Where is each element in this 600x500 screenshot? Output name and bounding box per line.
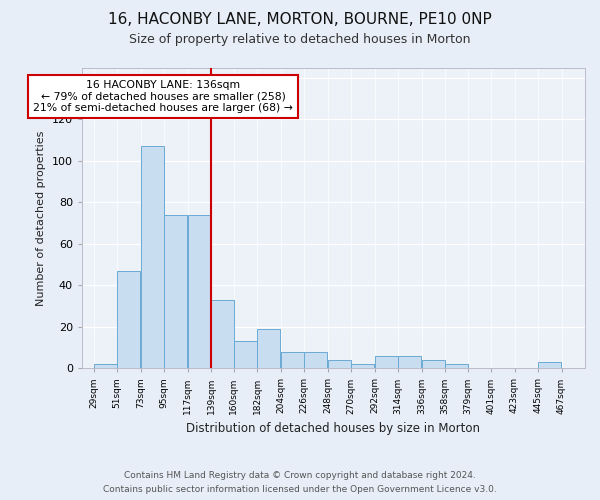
Bar bbox=[398, 356, 421, 368]
Bar bbox=[281, 352, 304, 368]
Text: 16, HACONBY LANE, MORTON, BOURNE, PE10 0NP: 16, HACONBY LANE, MORTON, BOURNE, PE10 0… bbox=[108, 12, 492, 28]
Bar bbox=[164, 215, 187, 368]
Y-axis label: Number of detached properties: Number of detached properties bbox=[36, 130, 46, 306]
Bar bbox=[141, 146, 164, 368]
Text: 16 HACONBY LANE: 136sqm
← 79% of detached houses are smaller (258)
21% of semi-d: 16 HACONBY LANE: 136sqm ← 79% of detache… bbox=[33, 80, 293, 113]
Bar bbox=[375, 356, 398, 368]
Text: Size of property relative to detached houses in Morton: Size of property relative to detached ho… bbox=[129, 32, 471, 46]
Text: Contains HM Land Registry data © Crown copyright and database right 2024.
Contai: Contains HM Land Registry data © Crown c… bbox=[103, 472, 497, 494]
Bar bbox=[352, 364, 374, 368]
Bar bbox=[188, 215, 211, 368]
Bar bbox=[538, 362, 561, 368]
Bar bbox=[257, 329, 280, 368]
Bar bbox=[118, 271, 140, 368]
X-axis label: Distribution of detached houses by size in Morton: Distribution of detached houses by size … bbox=[187, 422, 481, 435]
Bar bbox=[211, 300, 235, 368]
Bar bbox=[234, 342, 257, 368]
Bar bbox=[422, 360, 445, 368]
Bar bbox=[94, 364, 117, 368]
Bar bbox=[445, 364, 469, 368]
Bar bbox=[328, 360, 351, 368]
Bar bbox=[304, 352, 328, 368]
